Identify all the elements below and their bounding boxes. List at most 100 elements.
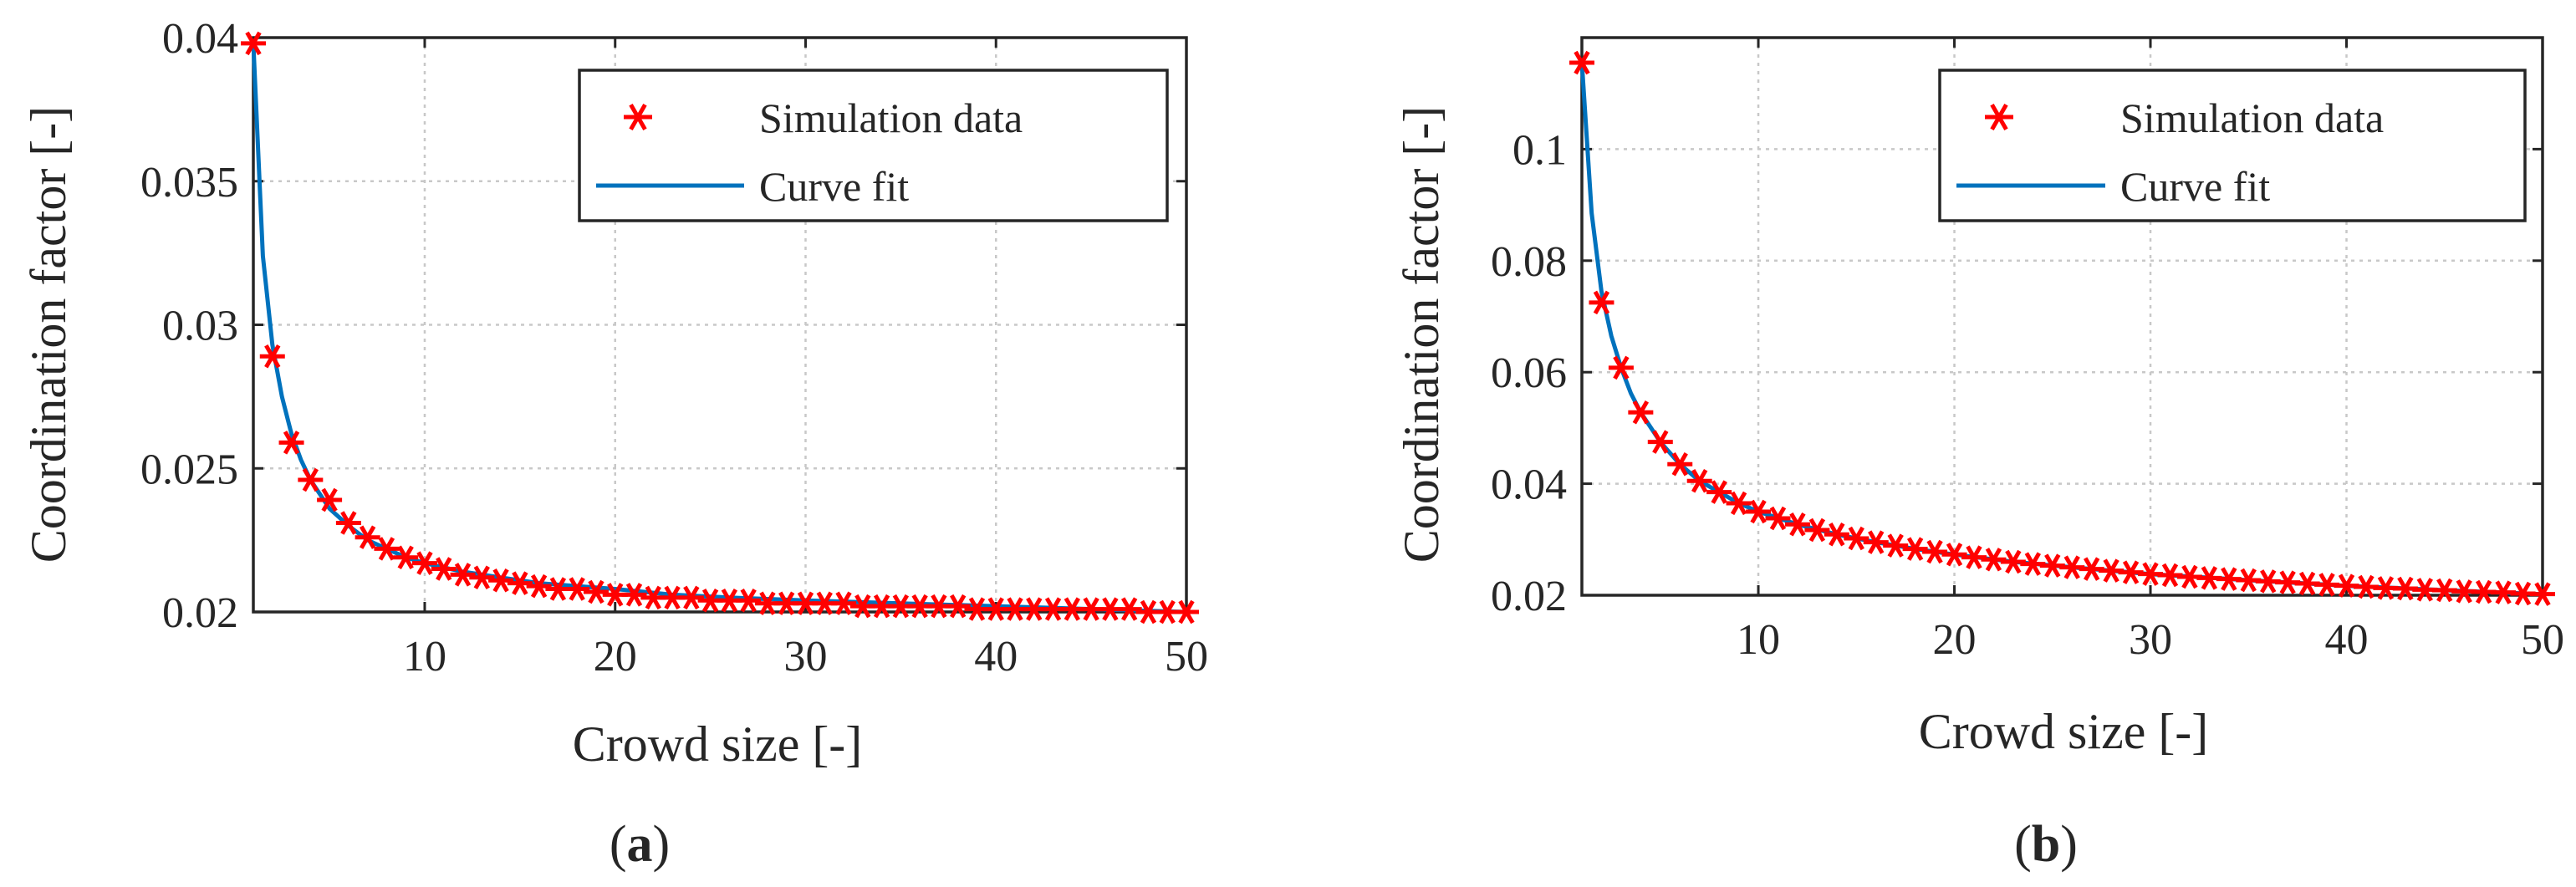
y-tick-label-b-3: 0.08 — [1491, 238, 1567, 286]
simulation-point-b-7 — [1686, 469, 1712, 493]
legend-b: Simulation data Curve fit — [1938, 69, 2527, 222]
simulation-point-a-13 — [469, 565, 495, 590]
x-axis-label-b: Crowd size [-] — [1919, 704, 2209, 759]
legend-label-curve-fit-a: Curve fit — [759, 163, 909, 210]
simulation-point-a-14 — [488, 568, 514, 593]
simulation-point-a-8 — [374, 537, 400, 561]
simulation-point-b-19 — [1922, 539, 1948, 564]
simulation-point-b-18 — [1902, 537, 1928, 561]
simulation-point-a-47 — [1116, 597, 1142, 621]
simulation-point-b-8 — [1706, 480, 1732, 504]
plot-content-b — [1569, 50, 2555, 606]
simulation-point-a-9 — [393, 545, 419, 569]
simulation-point-b-17 — [1883, 533, 1909, 558]
simulation-point-a-24 — [678, 585, 704, 610]
simulation-point-a-50 — [1174, 599, 1199, 624]
panel-b: 10 20 30 40 50 0.02 0.04 0.06 0.08 0.1 Simulation… — [1394, 36, 2564, 873]
x-axis-label-a: Crowd size [-] — [573, 716, 863, 772]
simulation-point-b-9 — [1726, 491, 1752, 516]
legend-marker-b — [1985, 104, 2013, 130]
ticks-b — [1582, 38, 2544, 597]
panel-a: 10 20 30 40 50 0.02 0.025 0.03 0.035 0.04 Simulat… — [21, 15, 1208, 873]
simulation-point-b-1 — [1569, 50, 1594, 75]
simulation-point-a-1 — [241, 31, 266, 56]
legend-box-b — [1938, 69, 2527, 222]
simulation-point-a-12 — [450, 563, 476, 587]
simulation-point-b-20 — [1941, 543, 1967, 567]
y-tick-label-b-4: 0.1 — [1512, 126, 1567, 174]
x-tick-label-b-30: 30 — [2129, 616, 2172, 664]
simulation-point-b-15 — [1844, 526, 1870, 551]
y-tick-label-b-0: 0.02 — [1491, 573, 1567, 620]
simulation-point-a-7 — [355, 525, 380, 549]
x-tick-label-b-50: 50 — [2521, 616, 2564, 664]
simulation-point-b-14 — [1824, 523, 1849, 547]
simulation-point-b-13 — [1804, 517, 1830, 543]
legend-asterisk-b — [1985, 104, 2013, 130]
caption-letter-b: b — [2032, 816, 2060, 873]
x-tick-label-b-40: 40 — [2325, 616, 2369, 664]
legend-label-curve-fit-b: Curve fit — [2120, 163, 2270, 210]
caption-letter-a: a — [627, 816, 653, 873]
simulation-point-b-4 — [1628, 400, 1654, 425]
y-tick-label-b-1: 0.04 — [1491, 461, 1567, 509]
simulation-point-b-12 — [1784, 512, 1810, 537]
y-tick-label-b-2: 0.06 — [1491, 349, 1567, 397]
x-tick-label-a-20: 20 — [594, 633, 637, 681]
y-axis-label-a: Coordination factor [-] — [21, 106, 76, 563]
simulation-point-a-21 — [621, 583, 647, 607]
simulation-point-a-4 — [298, 467, 324, 492]
simulation-point-a-2 — [259, 344, 285, 369]
simulation-point-a-27 — [736, 589, 762, 613]
x-tick-label-a-50: 50 — [1165, 633, 1208, 681]
legend-label-simulation-a: Simulation data — [759, 94, 1023, 141]
legend-marker-a — [624, 104, 652, 130]
x-tick-label-b-10: 10 — [1737, 616, 1780, 664]
x-tick-label-a-40: 40 — [974, 633, 1018, 681]
simulation-point-b-16 — [1863, 530, 1889, 554]
legend-a: Simulation data Curve fit — [578, 69, 1169, 222]
tick-labels-b: 10 20 30 40 50 0.02 0.04 0.06 0.08 0.1 — [1491, 126, 2564, 664]
simulation-markers-a — [241, 31, 1199, 624]
y-tick-label-a-0: 0.02 — [162, 589, 238, 637]
simulation-point-a-10 — [411, 551, 437, 575]
simulation-point-a-19 — [583, 579, 609, 604]
simulation-point-b-2 — [1589, 290, 1614, 315]
legend-asterisk-a — [624, 104, 652, 130]
simulation-point-a-5 — [317, 487, 343, 512]
simulation-point-a-3 — [278, 431, 304, 455]
simulation-point-b-6 — [1667, 452, 1693, 477]
caption-b: (b) — [2014, 816, 2078, 873]
y-tick-label-a-2: 0.03 — [162, 303, 238, 350]
y-axis-label-b: Coordination factor [-] — [1394, 106, 1449, 563]
y-tick-label-a-3: 0.035 — [140, 159, 238, 206]
simulation-point-a-6 — [335, 511, 361, 535]
simulation-point-b-11 — [1765, 506, 1791, 531]
tick-labels-a: 10 20 30 40 50 0.02 0.025 0.03 0.035 0.04 — [140, 15, 1208, 681]
x-tick-label-a-30: 30 — [783, 633, 827, 681]
simulation-point-a-38 — [945, 594, 971, 619]
simulation-markers-b — [1569, 50, 2555, 606]
simulation-point-b-3 — [1608, 355, 1634, 380]
simulation-point-a-15 — [507, 571, 533, 595]
simulation-point-b-5 — [1647, 430, 1673, 454]
simulation-point-a-18 — [564, 577, 590, 601]
simulation-point-a-16 — [526, 573, 552, 599]
x-tick-label-a-10: 10 — [403, 633, 446, 681]
simulation-point-b-21 — [1961, 545, 1987, 569]
legend-box-a — [578, 69, 1169, 222]
simulation-point-b-23 — [2000, 549, 2026, 574]
simulation-point-b-22 — [1981, 548, 2007, 572]
simulation-point-a-11 — [431, 557, 457, 581]
simulation-point-b-10 — [1746, 499, 1772, 524]
legend-label-simulation-b: Simulation data — [2120, 94, 2384, 141]
y-tick-label-a-1: 0.025 — [140, 446, 238, 493]
simulation-point-b-50 — [2530, 582, 2555, 606]
y-tick-label-a-4: 0.04 — [162, 15, 238, 63]
simulation-point-a-32 — [831, 591, 857, 615]
plot-content-a — [241, 31, 1199, 624]
caption-a: (a) — [610, 816, 670, 873]
axes-frame-b — [1580, 36, 2544, 597]
x-tick-label-b-20: 20 — [1933, 616, 1977, 664]
